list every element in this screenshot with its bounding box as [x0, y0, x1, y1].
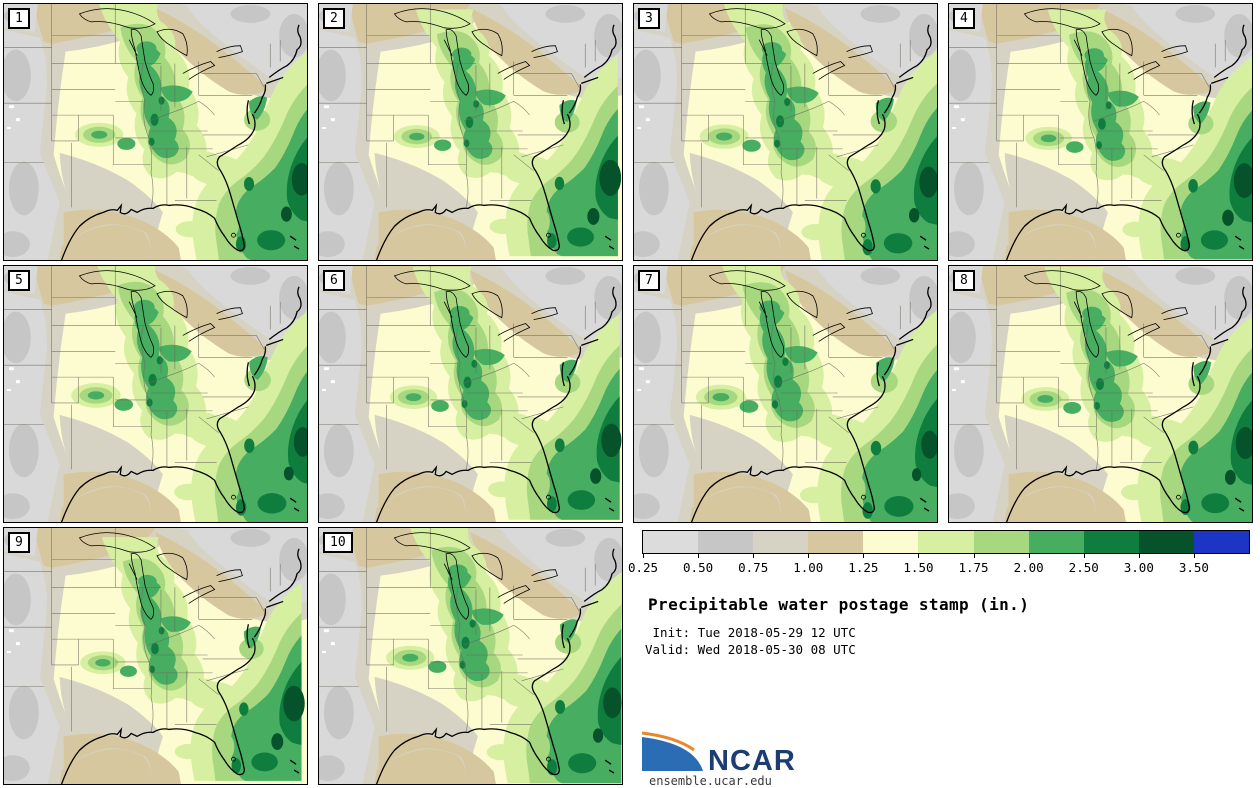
- ensemble-url: ensemble.ucar.edu: [649, 774, 772, 788]
- precipitable-water-map: [4, 4, 307, 260]
- ensemble-member-panel: 8: [948, 265, 1253, 523]
- colorbar-tick-label: 0.75: [738, 560, 769, 575]
- precipitable-water-map: [319, 528, 622, 784]
- colorbar-tick-label: 0.50: [683, 560, 714, 575]
- precipitable-water-map: [634, 4, 937, 260]
- colorbar-segment: [1083, 531, 1139, 553]
- ncar-logo-arc: [641, 731, 695, 752]
- colorbar-gradient: [642, 530, 1250, 554]
- colorbar-tick-label: 2.00: [1013, 560, 1044, 575]
- colorbar-tick-label: 1.00: [793, 560, 824, 575]
- colorbar-tick: [1083, 554, 1085, 558]
- precipitable-water-map: [949, 266, 1252, 522]
- member-number-badge: 2: [323, 8, 345, 29]
- member-number-badge: 3: [638, 8, 660, 29]
- precipitable-water-map: [4, 266, 307, 522]
- precipitable-water-map: [319, 266, 622, 522]
- ncar-logo-text: NCAR: [708, 745, 796, 775]
- member-number-badge: 5: [8, 270, 30, 291]
- ensemble-member-panel: 9: [3, 527, 308, 785]
- member-number-badge: 4: [953, 8, 975, 29]
- colorbar-segment: [918, 531, 974, 553]
- ensemble-member-panel: 10: [318, 527, 623, 785]
- ensemble-member-panel: 3: [633, 3, 938, 261]
- colorbar-segment: [863, 531, 919, 553]
- colorbar-segment: [973, 531, 1029, 553]
- colorbar-tick-label: 3.50: [1178, 560, 1209, 575]
- precipitable-water-map: [949, 4, 1252, 260]
- legend-block: 0.25 0.50 0.75 1.00 1.25 1.50 1.75 2.00 2.50 3.00…: [628, 527, 1253, 788]
- member-number-badge: 7: [638, 270, 660, 291]
- colorbar-tick-label: 1.50: [903, 560, 934, 575]
- colorbar-segment: [753, 531, 809, 553]
- precipitable-water-map: [4, 528, 307, 784]
- colorbar: 0.25 0.50 0.75 1.00 1.25 1.50 1.75 2.00 2.50 3.00…: [628, 530, 1250, 578]
- member-number-badge: 8: [953, 270, 975, 291]
- ensemble-panel-grid: 1: [3, 3, 1253, 788]
- ensemble-member-panel: 6: [318, 265, 623, 523]
- colorbar-tick-label: 2.50: [1068, 560, 1099, 575]
- figure-title: Precipitable water postage stamp (in.): [648, 595, 1030, 614]
- colorbar-tick: [698, 554, 700, 558]
- colorbar-tick: [973, 554, 975, 558]
- colorbar-tick: [808, 554, 810, 558]
- colorbar-tick-label: 1.75: [958, 560, 989, 575]
- colorbar-segment: [1138, 531, 1194, 553]
- ensemble-member-panel: 7: [633, 265, 938, 523]
- colorbar-tick: [1193, 554, 1195, 558]
- colorbar-tick: [918, 554, 920, 558]
- colorbar-tick: [753, 554, 755, 558]
- ncar-logo-swoosh: [642, 737, 703, 771]
- colorbar-tick-label: 0.25: [627, 560, 659, 575]
- precipitable-water-map: [319, 4, 622, 260]
- member-number-badge: 1: [8, 8, 30, 29]
- colorbar-tick-label: 3.00: [1123, 560, 1154, 575]
- colorbar-tick: [863, 554, 865, 558]
- colorbar-tick: [1138, 554, 1140, 558]
- ensemble-member-panel: 2: [318, 3, 623, 261]
- member-number-badge: 9: [8, 532, 30, 553]
- ensemble-member-panel: 5: [3, 265, 308, 523]
- colorbar-segment: [808, 531, 864, 553]
- ncar-logo: NCAR: [640, 729, 800, 777]
- colorbar-segment: [643, 531, 699, 553]
- member-number-badge: 10: [323, 532, 353, 553]
- colorbar-tick: [1028, 554, 1030, 558]
- member-number-badge: 6: [323, 270, 345, 291]
- ensemble-member-panel: 4: [948, 3, 1253, 261]
- colorbar-segment: [1028, 531, 1084, 553]
- init-time: Init: Tue 2018-05-29 12 UTC: [645, 625, 856, 640]
- colorbar-tick: [643, 554, 644, 558]
- colorbar-tick-label: 1.25: [848, 560, 879, 575]
- precipitable-water-map: [634, 266, 937, 522]
- valid-time: Valid: Wed 2018-05-30 08 UTC: [645, 642, 856, 657]
- colorbar-segment: [698, 531, 754, 553]
- colorbar-segment: [1193, 531, 1250, 553]
- ensemble-member-panel: 1: [3, 3, 308, 261]
